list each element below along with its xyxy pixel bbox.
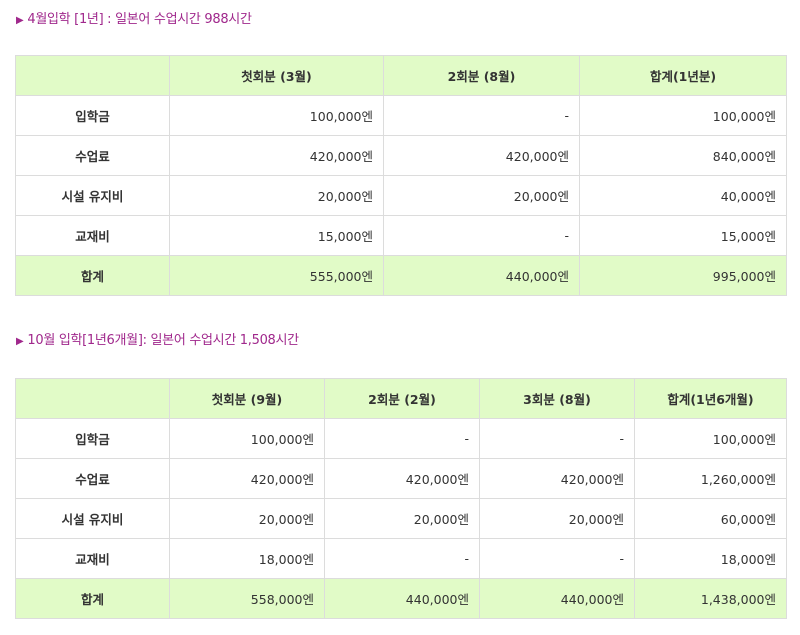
- header-cell: 합계(1년6개월): [634, 378, 787, 419]
- row-label: 교재비: [15, 215, 170, 256]
- cell-value: -: [324, 538, 480, 579]
- cell-value: 420,000엔: [383, 135, 580, 176]
- cell-value: 20,000엔: [169, 175, 384, 216]
- table-header-row: 첫회분 (9월) 2회분 (2월) 3회분 (8월) 합계(1년6개월): [15, 378, 787, 419]
- cell-value: 15,000엔: [169, 215, 384, 256]
- cell-value: 15,000엔: [579, 215, 787, 256]
- triangle-right-icon: ▶: [16, 15, 24, 26]
- table-row: 시설 유지비 20,000엔 20,000엔 40,000엔: [15, 175, 787, 216]
- row-label: 시설 유지비: [15, 175, 170, 216]
- row-label: 수업료: [15, 458, 170, 499]
- cell-value: 20,000엔: [169, 498, 325, 539]
- cell-value: -: [383, 95, 580, 136]
- triangle-right-icon: ▶: [16, 336, 24, 347]
- cell-value: 100,000엔: [634, 418, 787, 459]
- table-header-row: 첫회분 (3월) 2회분 (8월) 합계(1년분): [15, 55, 787, 96]
- cell-value: 18,000엔: [634, 538, 787, 579]
- section-title-october: ▶ 10월 입학[1년6개월]: 일본어 수업시간 1,508시간: [16, 329, 299, 348]
- table-total-row: 합계 555,000엔 440,000엔 995,000엔: [15, 255, 787, 296]
- header-cell: 3회분 (8월): [479, 378, 635, 419]
- cell-value: 840,000엔: [579, 135, 787, 176]
- cell-value: -: [383, 215, 580, 256]
- cell-value: 60,000엔: [634, 498, 787, 539]
- section-title-text: 10월 입학[1년6개월]: 일본어 수업시간 1,508시간: [27, 333, 299, 348]
- header-cell: [15, 378, 170, 419]
- cell-value: 440,000엔: [479, 578, 635, 619]
- table-total-row: 합계 558,000엔 440,000엔 440,000엔 1,438,000엔: [15, 578, 787, 619]
- cell-value: 20,000엔: [383, 175, 580, 216]
- row-label: 입학금: [15, 418, 170, 459]
- header-cell: 2회분 (2월): [324, 378, 480, 419]
- cell-value: 100,000엔: [579, 95, 787, 136]
- fee-table-april: 첫회분 (3월) 2회분 (8월) 합계(1년분) 입학금 100,000엔 -…: [15, 55, 787, 296]
- cell-value: 555,000엔: [169, 255, 384, 296]
- cell-value: 100,000엔: [169, 95, 384, 136]
- header-cell: 합계(1년분): [579, 55, 787, 96]
- cell-value: 420,000엔: [479, 458, 635, 499]
- cell-value: 20,000엔: [324, 498, 480, 539]
- header-cell: 2회분 (8월): [383, 55, 580, 96]
- header-cell: [15, 55, 170, 96]
- cell-value: 420,000엔: [169, 458, 325, 499]
- cell-value: 420,000엔: [324, 458, 480, 499]
- table-row: 입학금 100,000엔 - - 100,000엔: [15, 418, 787, 459]
- cell-value: 100,000엔: [169, 418, 325, 459]
- table-row: 입학금 100,000엔 - 100,000엔: [15, 95, 787, 136]
- cell-value: 1,438,000엔: [634, 578, 787, 619]
- section-title-text: 4월입학 [1년] : 일본어 수업시간 988시간: [27, 12, 252, 27]
- fee-table-october: 첫회분 (9월) 2회분 (2월) 3회분 (8월) 합계(1년6개월) 입학금…: [15, 378, 787, 619]
- cell-value: -: [479, 418, 635, 459]
- cell-value: 558,000엔: [169, 578, 325, 619]
- header-cell: 첫회분 (3월): [169, 55, 384, 96]
- row-label: 교재비: [15, 538, 170, 579]
- row-label: 입학금: [15, 95, 170, 136]
- cell-value: 420,000엔: [169, 135, 384, 176]
- cell-value: 18,000엔: [169, 538, 325, 579]
- cell-value: 20,000엔: [479, 498, 635, 539]
- cell-value: 1,260,000엔: [634, 458, 787, 499]
- row-label: 수업료: [15, 135, 170, 176]
- table-row: 수업료 420,000엔 420,000엔 420,000엔 1,260,000…: [15, 458, 787, 499]
- row-label: 시설 유지비: [15, 498, 170, 539]
- row-label: 합계: [15, 255, 170, 296]
- table-row: 교재비 15,000엔 - 15,000엔: [15, 215, 787, 256]
- row-label: 합계: [15, 578, 170, 619]
- cell-value: -: [479, 538, 635, 579]
- cell-value: -: [324, 418, 480, 459]
- cell-value: 40,000엔: [579, 175, 787, 216]
- table-row: 시설 유지비 20,000엔 20,000엔 20,000엔 60,000엔: [15, 498, 787, 539]
- cell-value: 995,000엔: [579, 255, 787, 296]
- section-title-april: ▶ 4월입학 [1년] : 일본어 수업시간 988시간: [16, 8, 252, 27]
- header-cell: 첫회분 (9월): [169, 378, 325, 419]
- table-row: 수업료 420,000엔 420,000엔 840,000엔: [15, 135, 787, 176]
- cell-value: 440,000엔: [383, 255, 580, 296]
- table-row: 교재비 18,000엔 - - 18,000엔: [15, 538, 787, 579]
- cell-value: 440,000엔: [324, 578, 480, 619]
